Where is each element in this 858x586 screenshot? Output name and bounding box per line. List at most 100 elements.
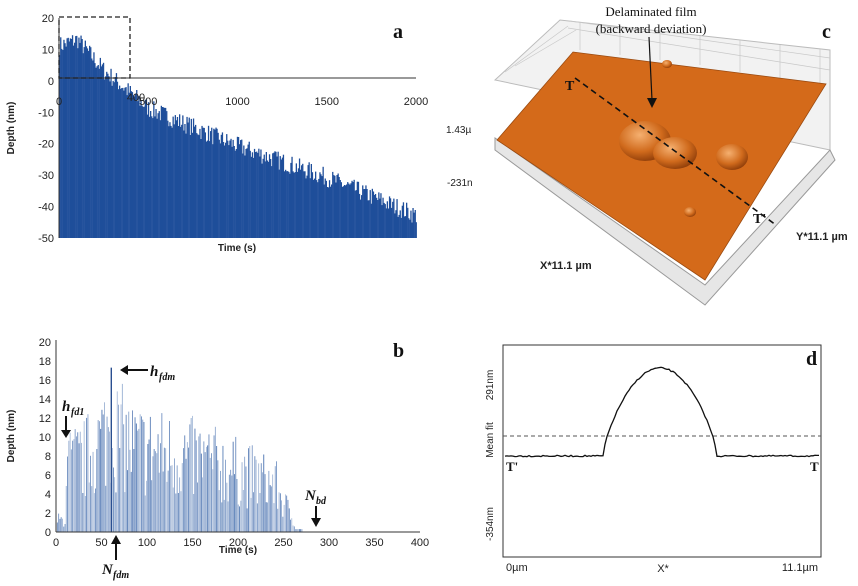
panel-a-bar — [171, 127, 173, 238]
panel-a-bar — [185, 133, 187, 238]
panel-b-bar — [235, 436, 237, 532]
svg-text:h: h — [150, 364, 158, 380]
panel-a-bar — [339, 180, 341, 238]
panel-b-bar — [130, 471, 132, 532]
panel-a-bar — [315, 171, 317, 238]
panel-a-bar — [154, 116, 156, 238]
panel-a-bar — [361, 195, 363, 238]
panel-a-bar — [153, 101, 155, 238]
panel-b-bar — [250, 497, 252, 532]
panel-a-bar — [164, 107, 166, 239]
svg-text:bd: bd — [316, 496, 327, 507]
panel-b-bar — [72, 440, 74, 532]
panel-b-bar — [123, 424, 125, 532]
panel-a-bar — [115, 73, 118, 238]
panel-b-bar — [58, 513, 60, 532]
panel-b-bar — [59, 518, 61, 532]
panel-a-bar — [366, 189, 368, 238]
panel-a-bar — [231, 146, 233, 238]
panel-a-bar — [172, 116, 174, 238]
panel-b-bar — [236, 479, 238, 532]
afm-z-bottom: -231n — [447, 178, 473, 189]
panel-b-bar — [216, 446, 218, 532]
panel-a-bar — [291, 156, 293, 238]
panel-a-bar — [328, 180, 331, 238]
afm-bump-tiny — [684, 207, 696, 217]
panel-d-label: d — [806, 348, 817, 370]
panel-b-bar — [107, 427, 109, 532]
panel-b-bar — [81, 442, 82, 532]
panel-a-bar — [249, 150, 251, 238]
callout-line-1: Delaminated film — [605, 4, 696, 19]
panel-a-bar — [347, 182, 349, 238]
panel-b-bar — [230, 469, 232, 532]
panel-a-bar — [105, 76, 107, 238]
panel-a-bar — [220, 134, 222, 238]
panel-b-bar — [256, 503, 258, 532]
panel-a-bar — [217, 132, 219, 238]
panel-a-bar — [94, 63, 96, 238]
panel-a-bar — [358, 193, 361, 238]
annotation-n-bd: N bd — [304, 488, 327, 527]
panel-a-bar — [267, 161, 270, 238]
panel-b-bar — [212, 469, 214, 532]
panel-a-bar — [158, 111, 160, 238]
panel-a-bar — [85, 46, 88, 238]
panel-a-bar — [177, 126, 180, 238]
panel-a-bar — [325, 180, 327, 238]
panel-b-x-tick: 200 — [229, 537, 247, 549]
profile-y-mid: Mean fit — [485, 422, 496, 458]
afm-box-base — [494, 137, 836, 306]
panel-a-bar — [151, 116, 153, 238]
panel-a-bar — [210, 131, 212, 238]
panel-a-bar — [346, 184, 348, 238]
panel-a-bar — [319, 172, 321, 238]
panel-a-bar — [160, 105, 162, 238]
panel-a-bar — [143, 106, 145, 238]
panel-a-bar — [232, 139, 234, 238]
callout-line-2: (backward deviation) — [596, 21, 707, 36]
panel-b-bar — [268, 470, 270, 532]
panel-a-bar — [252, 157, 255, 238]
panel-a-y-tick: 0 — [48, 76, 54, 88]
panel-b-bar — [188, 447, 189, 532]
panel-a-bar — [207, 125, 210, 238]
panel-b-bar — [221, 502, 223, 532]
panel-a-bar — [310, 164, 312, 238]
svg-text:fdm: fdm — [159, 372, 175, 383]
afm-bump-medium — [653, 137, 697, 169]
panel-a-bar — [176, 117, 179, 238]
annotation-h-fdm: h fdm — [120, 364, 175, 383]
panel-b-bar — [241, 462, 243, 532]
panel-b-bar — [222, 445, 224, 532]
panel-b-bar — [100, 428, 102, 532]
panel-a-bar — [141, 105, 143, 238]
panel-a-y-tick: 10 — [42, 44, 54, 56]
panel-a-bar — [320, 174, 322, 238]
panel-a-bar — [76, 35, 78, 239]
panel-b-bar — [209, 457, 211, 532]
panel-b-bar — [175, 493, 177, 532]
panel-a-bar — [223, 145, 226, 238]
panel-a-bar — [230, 138, 232, 238]
panel-a-bar — [306, 175, 308, 238]
panel-a-bar — [326, 187, 329, 238]
panel-a-bar — [356, 181, 358, 238]
panel-b-y-tick: 6 — [45, 470, 51, 482]
panel-a-bar — [138, 96, 140, 238]
panel-a-bar — [146, 114, 149, 238]
panel-a-bar — [316, 180, 318, 238]
panel-a-bar — [410, 210, 412, 238]
panel-a-bar — [407, 207, 409, 238]
panel-a-bar — [173, 124, 175, 238]
panel-b-bar — [84, 496, 86, 532]
panel-a-bar — [336, 175, 338, 238]
panel-a-bar — [65, 46, 67, 238]
panel-a-bar — [372, 191, 375, 238]
panel-b-bar — [63, 526, 65, 532]
panel-b-bar — [253, 492, 254, 532]
panel-b-bar — [92, 451, 94, 532]
panel-a-bar — [290, 162, 292, 238]
panel-a-bar — [93, 52, 95, 238]
panel-b-bar — [292, 525, 294, 532]
